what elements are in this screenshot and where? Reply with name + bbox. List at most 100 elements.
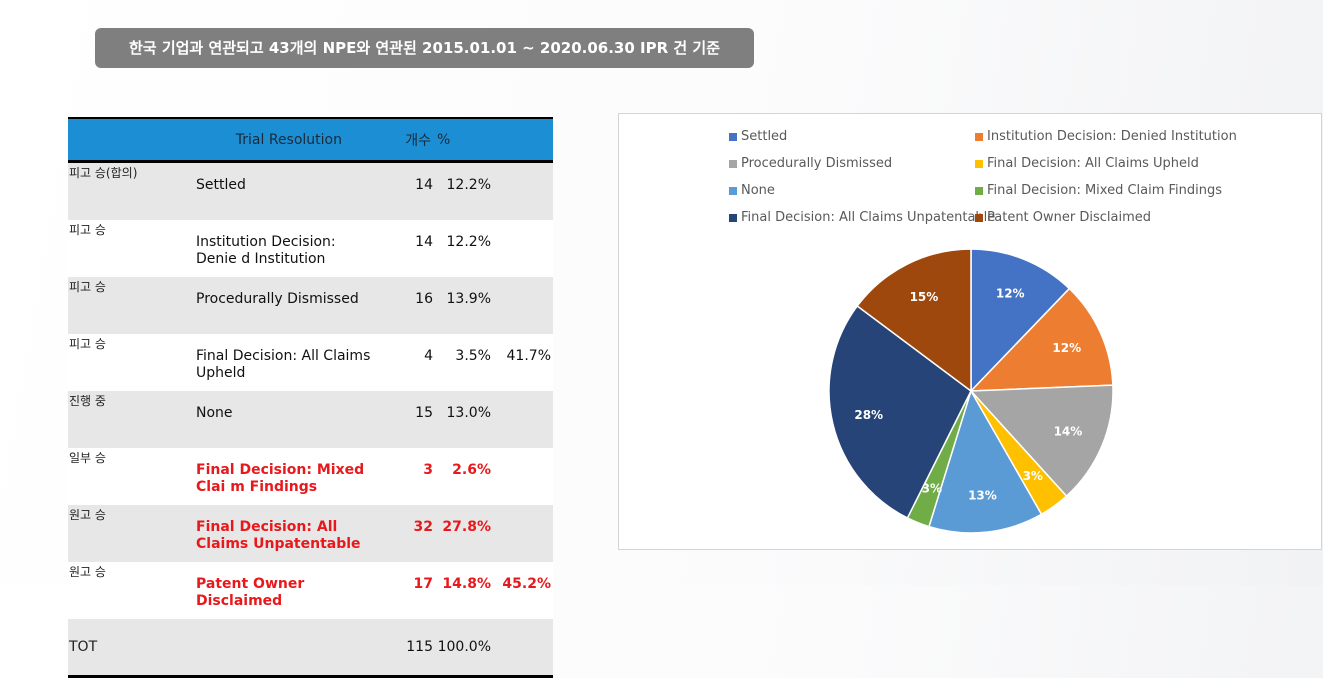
row-count: 3	[380, 448, 437, 505]
row-resolution: Settled	[196, 161, 380, 220]
legend-label: Procedurally Dismissed	[741, 156, 893, 171]
header-count: 개수	[380, 117, 437, 163]
pie-svg: 12% 12% 14% 3% 13% 3% 28% 15%	[828, 248, 1114, 534]
legend-item: Final Decision: All Claims Upheld	[975, 156, 1199, 171]
table-row: 원고 승 Final Decision: All Claims Unpatenta…	[68, 505, 553, 562]
row-category: 피고 승	[68, 334, 196, 391]
row-group-percent	[494, 277, 553, 334]
row-count: 14	[380, 161, 437, 220]
pie-slice	[970, 248, 1071, 393]
header-percent: %	[437, 117, 494, 163]
row-count: 14	[380, 220, 437, 277]
slice-label: 15%	[910, 290, 939, 304]
row-percent: 12.2%	[437, 220, 494, 277]
slice-label: 3%	[922, 481, 942, 495]
row-resolution: Procedurally Dismissed	[196, 277, 380, 334]
row-category: 피고 승(합의)	[68, 161, 196, 220]
legend-swatch	[729, 186, 737, 195]
table-row: 일부 승 Final Decision: Mixed Clai m Finding…	[68, 448, 553, 505]
legend-swatch	[729, 213, 737, 222]
row-percent: 3.5%	[437, 334, 494, 391]
total-label: TOT	[68, 619, 196, 678]
row-count: 32	[380, 505, 437, 562]
legend-label: Final Decision: All Claims Unpatentable	[741, 210, 996, 225]
legend-label: Final Decision: All Claims Upheld	[987, 156, 1199, 171]
total-blank-2	[494, 619, 553, 678]
legend-item: Final Decision: All Claims Unpatentable	[729, 210, 995, 225]
total-blank	[196, 619, 380, 678]
row-group-percent	[494, 505, 553, 562]
row-resolution: Final Decision: Mixed Clai m Findings	[196, 448, 380, 505]
row-resolution: Institution Decision: Denie d Institutio…	[196, 220, 380, 277]
row-count: 16	[380, 277, 437, 334]
row-count: 15	[380, 391, 437, 448]
table-row: 원고 승 Patent Owner Disclaimed 17 14.8% 45.2%	[68, 562, 553, 619]
legend-swatch	[975, 186, 983, 195]
row-category: 일부 승	[68, 448, 196, 505]
legend-label: Settled	[741, 129, 788, 144]
legend-label: Patent Owner Disclaimed	[987, 210, 1152, 225]
row-count: 4	[380, 334, 437, 391]
table-header-row: Trial Resolution 개수 %	[68, 117, 553, 163]
row-category: 원고 승	[68, 505, 196, 562]
legend-item: Institution Decision: Denied Institution	[975, 129, 1237, 144]
legend-label: Final Decision: Mixed Claim Findings	[987, 183, 1223, 198]
row-category: 피고 승	[68, 220, 196, 277]
total-row: TOT 115 100.0%	[68, 619, 553, 678]
slice-label: 14%	[1054, 425, 1083, 439]
row-category: 피고 승	[68, 277, 196, 334]
row-percent: 12.2%	[437, 161, 494, 220]
legend-swatch	[975, 159, 983, 168]
pie-chart: Settled Institution Decision: Denied Inst…	[618, 113, 1322, 550]
legend-swatch	[729, 159, 737, 168]
pie-slice	[828, 304, 972, 519]
slice-label: 13%	[968, 488, 997, 502]
total-percent: 100.0%	[437, 619, 494, 678]
table-row: 피고 승 Institution Decision: Denie d Instit…	[68, 220, 553, 277]
legend-item: Final Decision: Mixed Claim Findings	[975, 183, 1222, 198]
row-resolution: None	[196, 391, 380, 448]
row-count: 17	[380, 562, 437, 619]
row-group-percent: 41.7%	[494, 334, 553, 391]
legend-item: None	[729, 183, 775, 198]
row-percent: 14.8%	[437, 562, 494, 619]
legend-swatch	[729, 132, 737, 141]
row-percent: 27.8%	[437, 505, 494, 562]
row-resolution: Final Decision: All Claims Unpatentable	[196, 505, 380, 562]
row-group-percent	[494, 391, 553, 448]
pie-slice	[969, 384, 1114, 498]
page-title: 한국 기업과 연관되고 43개의 NPE와 연관된 2015.01.01 ~ 2…	[95, 28, 754, 68]
row-resolution: Patent Owner Disclaimed	[196, 562, 380, 619]
resolution-table: Trial Resolution 개수 % 피고 승(합의) Settled 14 1…	[68, 117, 553, 678]
slice-label: 3%	[1023, 469, 1043, 483]
row-category: 진행 중	[68, 391, 196, 448]
row-percent: 13.0%	[437, 391, 494, 448]
table-row: 피고 승(합의) Settled 14 12.2%	[68, 161, 553, 220]
table-row: 피고 승 Procedurally Dismissed 16 13.9%	[68, 277, 553, 334]
pie-slice	[856, 248, 972, 393]
row-percent: 13.9%	[437, 277, 494, 334]
legend-item: Patent Owner Disclaimed	[975, 210, 1151, 225]
table-row: 피고 승 Final Decision: All Claims Upheld 4 3.…	[68, 334, 553, 391]
row-category: 원고 승	[68, 562, 196, 619]
chart-legend: Settled Institution Decision: Denied Inst…	[619, 114, 1323, 234]
row-group-percent	[494, 220, 553, 277]
header-trial-resolution: Trial Resolution	[68, 117, 380, 163]
row-resolution: Final Decision: All Claims Upheld	[196, 334, 380, 391]
legend-swatch	[975, 132, 983, 141]
legend-item: Settled	[729, 129, 787, 144]
row-percent: 2.6%	[437, 448, 494, 505]
total-count: 115	[380, 619, 437, 678]
legend-label: Institution Decision: Denied Institution	[987, 129, 1237, 144]
table-row: 진행 중 None 15 13.0%	[68, 391, 553, 448]
row-group-percent	[494, 448, 553, 505]
slice-label: 12%	[996, 287, 1025, 301]
legend-item: Procedurally Dismissed	[729, 156, 892, 171]
pie-slice	[928, 389, 1043, 534]
legend-label: None	[741, 183, 775, 198]
header-blank	[494, 117, 553, 163]
slice-label: 28%	[854, 408, 883, 422]
pie-slice	[969, 287, 1114, 392]
legend-swatch	[975, 213, 983, 222]
row-group-percent: 45.2%	[494, 562, 553, 619]
